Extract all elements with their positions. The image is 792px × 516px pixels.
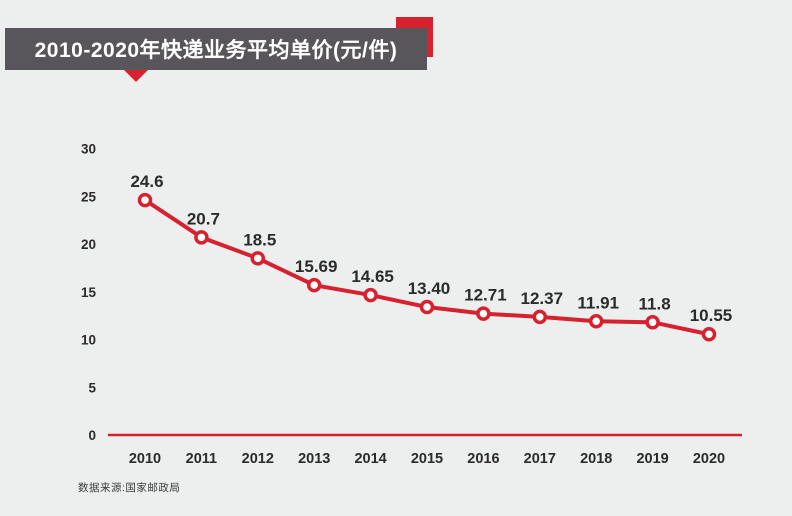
x-axis-tick-label: 2012 [242,451,274,467]
title-banner: 2010-2020年快递业务平均单价(元/件) [5,28,427,70]
x-axis-tick-label: 2015 [411,451,443,467]
y-axis-tick-label: 30 [81,142,96,157]
data-point-label: 14.65 [351,267,394,286]
data-point-label: 11.8 [639,294,671,313]
data-point-label: 18.5 [243,230,276,249]
y-axis-tick-label: 0 [88,428,96,443]
y-axis-tick-label: 15 [81,285,97,300]
data-point-label: 12.37 [521,289,564,308]
x-axis-tick-label: 2013 [298,451,330,467]
data-point-marker [250,251,266,266]
data-point-marker [701,326,717,342]
x-axis-tick-label: 2011 [186,451,217,467]
triangle-pointer-decoration [124,70,148,82]
data-point-label: 15.69 [295,257,338,276]
y-axis-tick-label: 5 [88,380,96,395]
data-point-label: 10.55 [690,306,733,325]
y-axis-tick-label: 10 [81,333,96,348]
data-point-marker [194,230,209,245]
page-title: 2010-2020年快递业务平均单价(元/件) [34,39,398,62]
data-point-label: 13.40 [408,279,451,298]
x-axis-tick-label: 2014 [354,451,386,467]
y-axis-tick-label: 25 [81,189,97,204]
x-axis-tick-label: 2019 [636,451,668,467]
data-point-marker [363,287,378,303]
x-axis-tick-label: 2016 [467,451,499,467]
data-point-marker [645,315,660,330]
data-point-marker [306,277,322,293]
data-point-marker [532,309,548,325]
y-axis-tick-label: 20 [81,237,96,252]
data-point-label: 24.6 [130,172,163,191]
x-axis-tick-label: 2020 [693,451,725,467]
data-point-marker [419,299,435,315]
data-point-label: 20.7 [187,209,220,228]
data-point-marker [137,192,153,208]
data-point-label: 12.71 [464,286,507,305]
data-point-label: 11.91 [577,293,619,312]
data-point-marker [588,314,604,329]
x-axis-tick-label: 2010 [129,451,161,467]
x-axis-tick-label: 2017 [524,451,556,467]
data-source-note: 数据来源:国家邮政局 [78,482,181,494]
data-point-marker [476,306,491,321]
x-axis-tick-label: 2018 [580,451,612,467]
